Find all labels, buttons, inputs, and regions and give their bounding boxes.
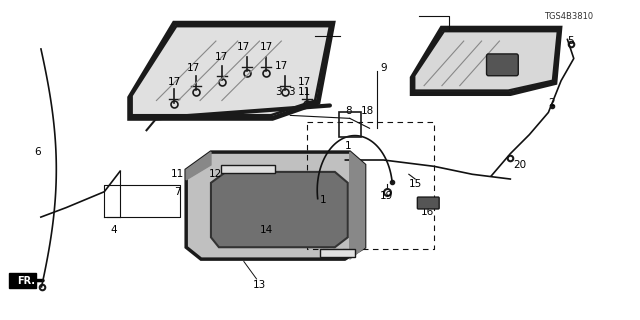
Polygon shape [211, 172, 348, 247]
Text: 6: 6 [35, 147, 41, 157]
Text: 12: 12 [209, 169, 222, 179]
FancyBboxPatch shape [221, 165, 275, 173]
Text: 5: 5 [567, 36, 574, 46]
Polygon shape [186, 152, 211, 180]
Polygon shape [9, 273, 36, 288]
Text: 13: 13 [253, 280, 266, 290]
Text: 17: 17 [168, 77, 180, 87]
Text: FR.: FR. [17, 276, 35, 285]
Polygon shape [186, 152, 365, 259]
Text: 4: 4 [111, 225, 117, 235]
Text: 11: 11 [171, 169, 184, 179]
Text: 17: 17 [259, 42, 273, 52]
Text: TGS4B3810: TGS4B3810 [544, 12, 593, 21]
Text: 17: 17 [237, 42, 250, 52]
Text: 3: 3 [275, 87, 282, 97]
Text: 10: 10 [348, 242, 362, 252]
Text: 17: 17 [298, 77, 311, 87]
Text: 3: 3 [288, 87, 295, 97]
Polygon shape [414, 31, 558, 91]
Text: 17: 17 [215, 52, 228, 62]
Text: 15: 15 [408, 179, 422, 189]
FancyBboxPatch shape [320, 249, 355, 257]
Text: 8: 8 [345, 106, 352, 116]
Text: 11: 11 [298, 87, 311, 97]
Text: 7: 7 [174, 187, 180, 197]
FancyBboxPatch shape [486, 54, 518, 76]
Text: 19: 19 [380, 191, 393, 202]
Text: 17: 17 [186, 63, 200, 73]
Polygon shape [349, 152, 365, 259]
Text: 18: 18 [361, 106, 374, 116]
Text: 17: 17 [275, 61, 289, 71]
Text: 9: 9 [380, 63, 387, 73]
Text: 2: 2 [548, 98, 555, 108]
FancyBboxPatch shape [417, 197, 439, 209]
Text: 16: 16 [421, 207, 435, 217]
Text: 20: 20 [513, 160, 527, 170]
Text: 1: 1 [320, 195, 326, 205]
Text: 14: 14 [259, 225, 273, 235]
Polygon shape [132, 26, 330, 116]
Text: 1: 1 [345, 141, 352, 151]
